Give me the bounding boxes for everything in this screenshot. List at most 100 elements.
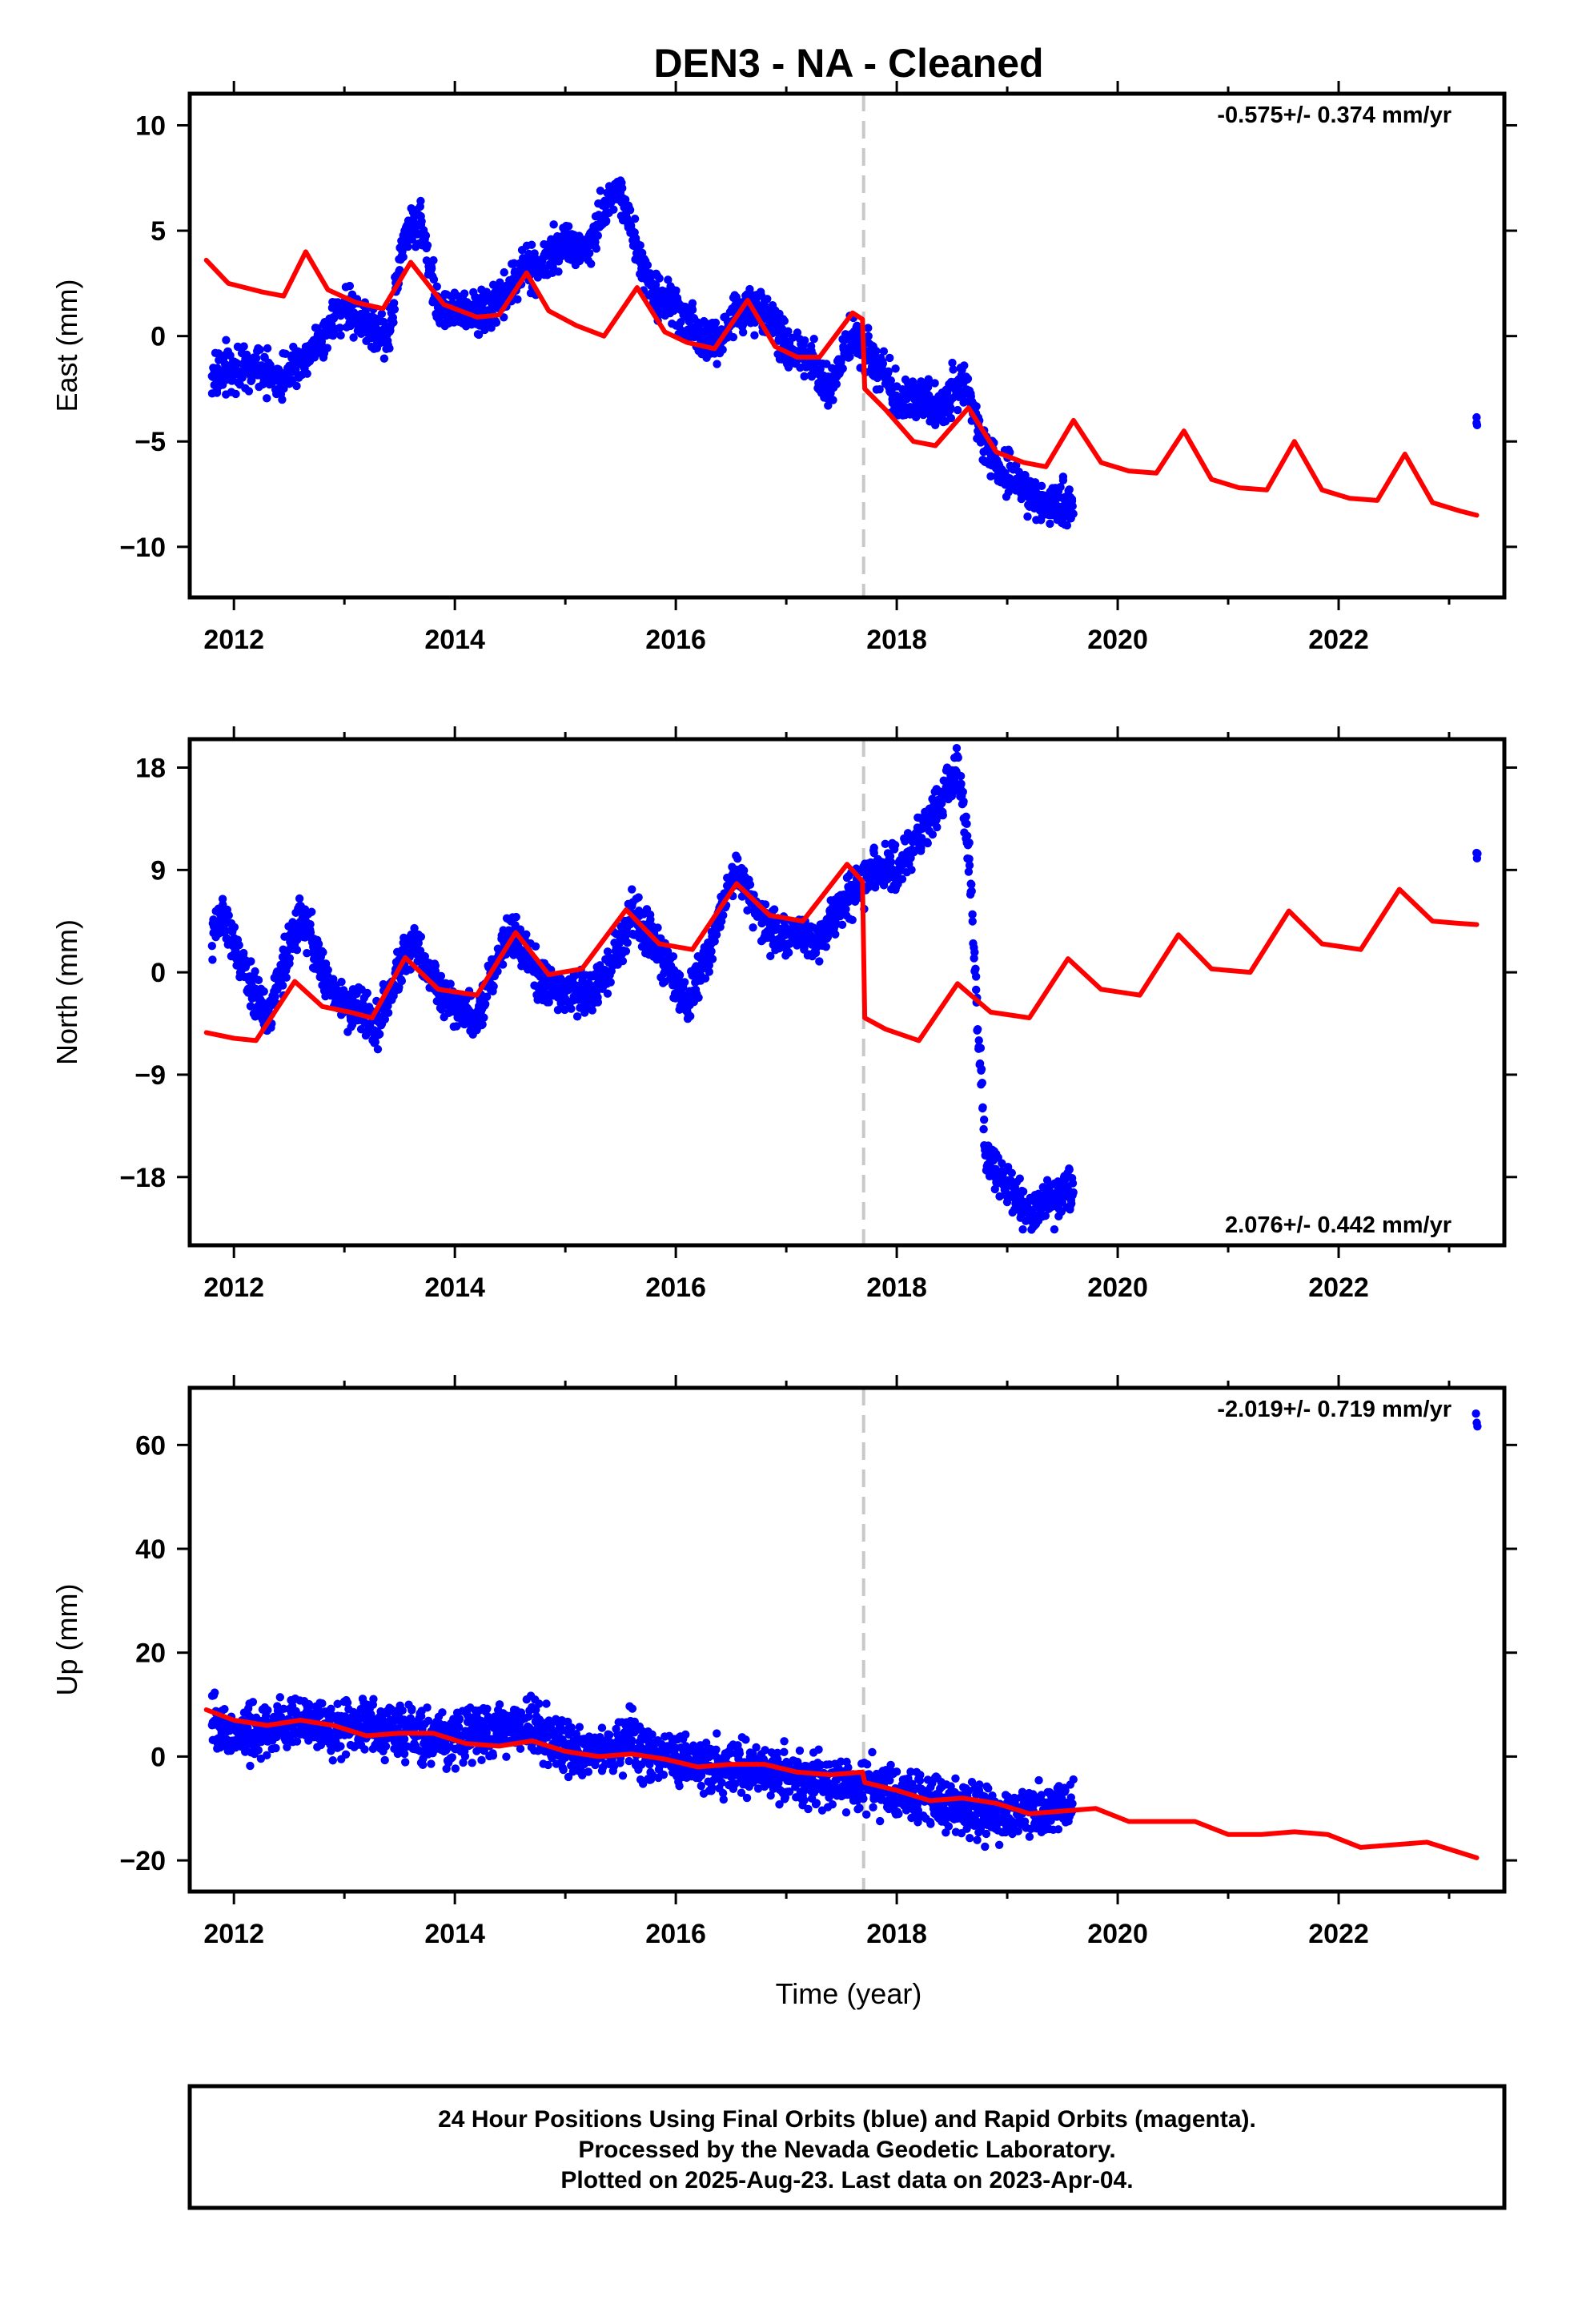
east-observation: [222, 336, 231, 344]
up-observation: [305, 1701, 314, 1711]
north-x-tick-label: 2022: [1308, 1273, 1369, 1303]
north-observation: [224, 911, 233, 920]
north-observation: [745, 880, 755, 889]
east-y-tick-label: 5: [151, 216, 166, 247]
up-observation: [254, 1746, 263, 1755]
east-observation: [1068, 501, 1077, 511]
up-observation: [459, 1758, 468, 1767]
north-observation: [603, 947, 612, 956]
east-x-tick-label: 2020: [1087, 625, 1148, 655]
north-observation: [977, 1064, 986, 1074]
north-observation: [710, 937, 719, 946]
north-observation: [957, 779, 966, 789]
north-observation: [965, 854, 974, 863]
east-observation: [231, 389, 240, 399]
east-observation: [1065, 485, 1074, 494]
east-observation: [399, 252, 408, 262]
east-observation: [838, 364, 847, 373]
north-observation: [739, 866, 749, 875]
north-observation: [821, 943, 831, 951]
east-observation: [718, 345, 727, 354]
north-observation: [701, 974, 710, 983]
up-observation: [381, 1742, 391, 1751]
east-observation: [738, 328, 748, 337]
north-observation: [560, 1005, 569, 1015]
east-y-tick-label: 10: [135, 111, 166, 141]
north-observation: [416, 932, 426, 941]
east-observations: [207, 176, 1482, 530]
north-observation: [976, 1043, 986, 1052]
east-observation: [587, 259, 596, 268]
east-observation: [554, 267, 563, 276]
north-plot-frame: [187, 737, 1507, 1248]
north-observation: [907, 865, 916, 875]
east-observation: [429, 255, 438, 265]
east-observation: [875, 384, 884, 394]
up-observation: [418, 1760, 428, 1770]
north-observation: [968, 917, 977, 926]
east-observation: [636, 241, 644, 250]
north-observation: [207, 941, 217, 951]
north-observation: [964, 867, 974, 876]
north-y-tick-label: 0: [151, 958, 166, 988]
north-observation: [383, 1008, 393, 1017]
east-observation: [266, 360, 275, 370]
east-observation: [336, 331, 345, 340]
north-observation: [841, 905, 850, 914]
east-observation: [886, 376, 896, 385]
north-observation: [962, 831, 972, 840]
north-observation: [979, 1124, 988, 1134]
up-observation: [488, 1751, 498, 1760]
north-observation: [848, 915, 857, 925]
up-observation: [333, 1699, 342, 1708]
up-observation: [535, 1699, 544, 1708]
east-observation: [879, 347, 889, 356]
up-observation: [336, 1742, 345, 1751]
east-observation: [385, 344, 394, 353]
north-observation: [965, 838, 974, 847]
up-observation: [327, 1704, 335, 1714]
east-observation: [214, 349, 223, 358]
up-observation: [380, 1755, 389, 1765]
east-observation: [664, 275, 673, 284]
east-observation: [885, 353, 894, 363]
east-observation: [390, 305, 400, 314]
north-observation: [712, 930, 721, 939]
east-observation: [416, 196, 425, 206]
north-observation: [544, 998, 553, 1007]
up-observation: [327, 1747, 335, 1755]
up-observation: [283, 1743, 291, 1751]
north-observation: [239, 948, 248, 958]
east-observation: [872, 347, 881, 356]
north-observation: [621, 947, 631, 955]
east-observation: [596, 187, 605, 195]
east-observation: [592, 244, 601, 253]
east-observation: [908, 377, 917, 386]
east-observation: [891, 364, 900, 373]
north-observation: [410, 923, 419, 933]
north-observation: [974, 1036, 983, 1045]
north-observation: [292, 945, 302, 955]
up-observation: [318, 1699, 327, 1708]
north-observation: [618, 956, 628, 966]
up-observation: [455, 1723, 464, 1732]
east-observation: [212, 388, 222, 397]
east-x-tick-label: 2022: [1308, 625, 1369, 655]
east-observation: [884, 367, 893, 376]
north-observation: [965, 861, 974, 870]
east-observation: [946, 403, 955, 412]
east-x-tick-label: 2018: [866, 625, 927, 655]
up-observation: [423, 1703, 432, 1712]
north-observation: [937, 798, 946, 808]
east-observation: [263, 344, 272, 353]
up-observation: [477, 1755, 486, 1765]
east-observation: [513, 295, 522, 304]
east-observation: [279, 384, 288, 393]
east-observation: [793, 328, 802, 337]
north-observation: [570, 971, 579, 980]
east-y-tick-label: 0: [151, 322, 166, 352]
north-observation: [588, 1006, 597, 1015]
north-observation: [978, 1103, 987, 1112]
